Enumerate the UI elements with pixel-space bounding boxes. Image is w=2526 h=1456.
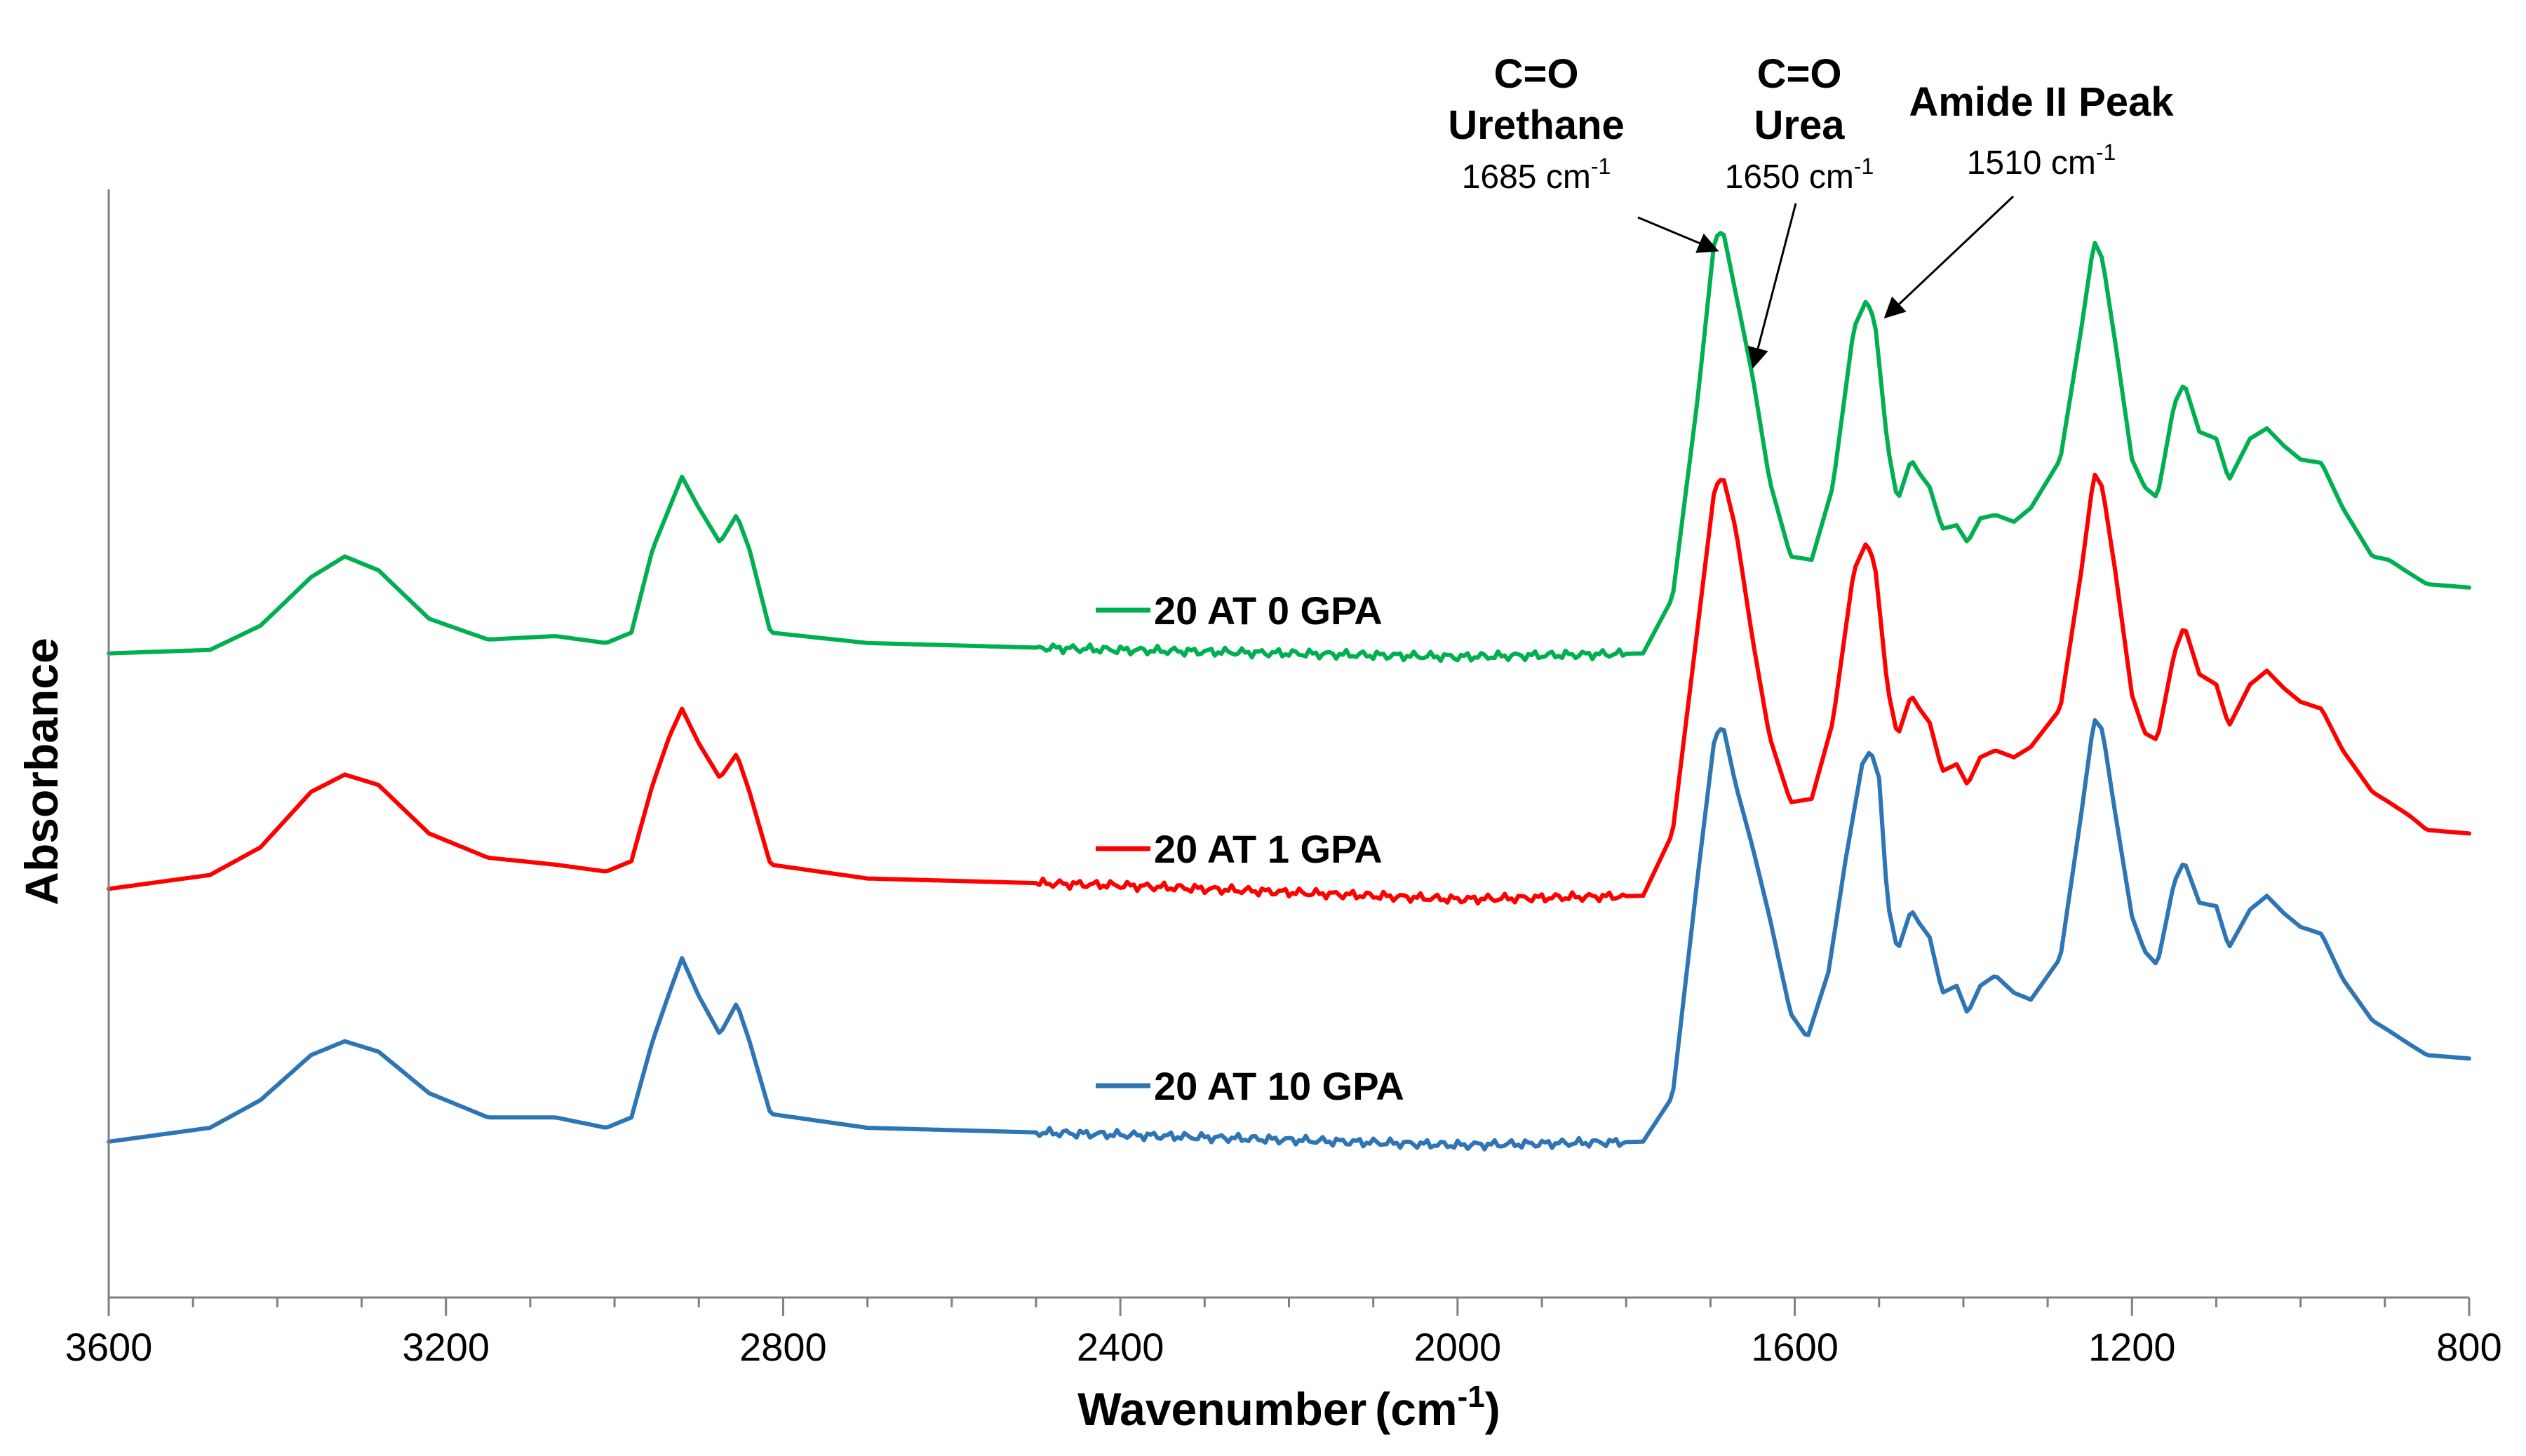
x-axis-title-close: ) — [1485, 1383, 1500, 1435]
x-tick-labels: 3600 3200 2800 2400 2000 1600 1200 800 — [65, 1325, 2502, 1369]
annotation-value: 1510 cm — [1967, 144, 2096, 182]
x-axis-title-unit: (cm — [1375, 1383, 1457, 1435]
x-ticks — [107, 1297, 2471, 1316]
peak-annotation: C=O Urethane 1685 cm-1 — [1448, 51, 1719, 253]
x-tick-label: 2400 — [1077, 1325, 1164, 1369]
annotation-subtitle: Urethane — [1448, 102, 1624, 148]
y-axis-title: Absorbance — [15, 638, 67, 905]
legend-item: 20 AT 0 GPA — [1096, 588, 1383, 633]
annotation-sup: -1 — [1854, 154, 1874, 179]
peak-annotation: Amide II Peak 1510 cm-1 — [1883, 79, 2174, 319]
x-tick-label: 2800 — [739, 1325, 827, 1369]
series-line-1 — [107, 231, 2471, 663]
annotation-title: C=O — [1494, 51, 1579, 97]
plot-lines — [107, 231, 2471, 1152]
x-axis-title-sup: -1 — [1458, 1380, 1485, 1414]
series-line-3 — [107, 717, 2471, 1152]
x-tick-label: 2000 — [1414, 1325, 1502, 1369]
axes: 3600 3200 2800 2400 2000 1600 1200 800 — [65, 189, 2502, 1369]
legend-item: 20 AT 1 GPA — [1096, 827, 1383, 871]
legend-label: 20 AT 0 GPA — [1154, 588, 1383, 633]
peak-annotation: C=O Urea 1650 cm-1 — [1725, 51, 1874, 369]
annotation-wavenumber: 1685 cm-1 — [1462, 154, 1611, 196]
annotation-value: 1685 cm — [1462, 159, 1591, 196]
x-tick-label: 1200 — [2088, 1325, 2176, 1369]
legend: 20 AT 0 GPA 20 AT 1 GPA 20 AT 10 GPA — [1096, 588, 1404, 1108]
annotation-title: Amide II Peak — [1909, 79, 2174, 125]
x-tick-label: 3600 — [65, 1325, 153, 1369]
annotation-arrow — [1637, 216, 1719, 253]
annotation-title: C=O — [1757, 51, 1842, 97]
series-line-2 — [107, 472, 2471, 906]
annotation-arrow — [1747, 203, 1797, 369]
x-axis-title: Wavenumber (cm-1) — [1077, 1380, 1500, 1435]
legend-item: 20 AT 10 GPA — [1096, 1064, 1404, 1108]
annotation-value: 1650 cm — [1725, 159, 1854, 196]
annotation-subtitle: Urea — [1754, 102, 1846, 148]
x-tick-label: 1600 — [1751, 1325, 1839, 1369]
x-axis-title-main: Wavenumber — [1077, 1383, 1366, 1435]
annotation-wavenumber: 1510 cm-1 — [1967, 140, 2116, 182]
legend-label: 20 AT 1 GPA — [1154, 827, 1383, 871]
annotation-arrow — [1883, 195, 2015, 319]
annotation-sup: -1 — [2096, 140, 2116, 165]
x-tick-label: 3200 — [402, 1325, 490, 1369]
annotation-wavenumber: 1650 cm-1 — [1725, 154, 1874, 196]
x-tick-label: 800 — [2436, 1325, 2501, 1369]
annotation-sup: -1 — [1591, 154, 1611, 179]
legend-label: 20 AT 10 GPA — [1154, 1064, 1404, 1108]
